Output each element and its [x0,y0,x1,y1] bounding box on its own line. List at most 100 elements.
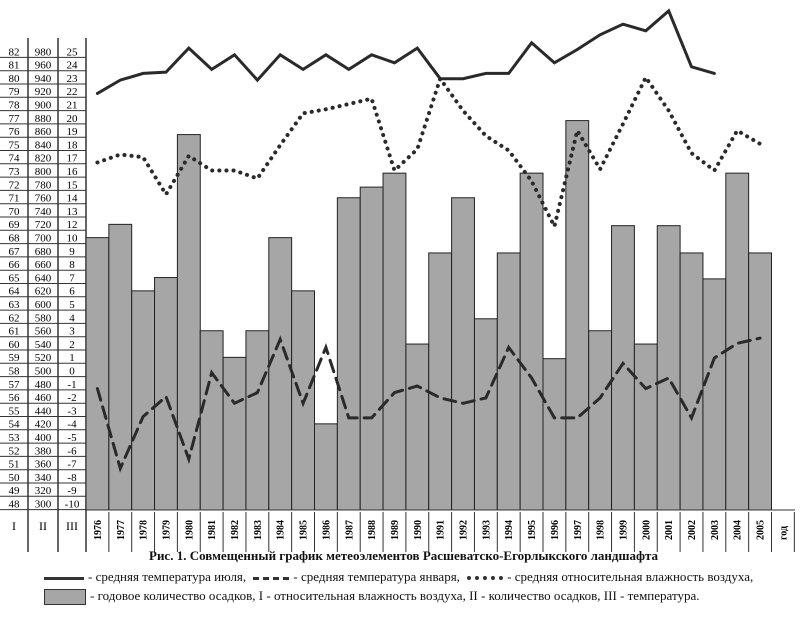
precip-bar-1989 [382,172,407,511]
axis-I-tick-label: 62 [9,312,20,324]
precip-bar-1992 [451,197,475,511]
axis-III-tick-label: -5 [67,432,77,444]
legend-bar-swatch [44,589,86,606]
axis-III-tick-label: 6 [69,286,75,298]
axis-II-tick-label: 980 [35,46,52,58]
axis-II-tick-label: 660 [35,259,52,271]
precip-bar-1980 [176,134,201,511]
axis-I-tick-label: 61 [9,326,20,338]
x-tick-label: 1979 [161,520,172,540]
x-tick-label: 1996 [550,520,561,540]
axis-I-tick-label: 81 [9,60,20,72]
x-tick-label: 1983 [253,520,264,540]
legend: - средняя температура июля, - средняя те… [40,567,800,606]
precip-bar-2002 [679,252,704,511]
precip-bar-1979 [154,277,178,511]
axis-I-tick-label: 55 [9,405,21,417]
axis-I-tick-label: 57 [9,379,21,391]
precip-bar-1988 [359,186,384,511]
axis-III-tick-label: 3 [69,326,75,338]
axis-II-tick-label: 960 [35,60,52,72]
axis-II-tick-label: 340 [35,472,52,484]
x-tick-label: 1986 [321,520,332,540]
axis-III-tick-label: 12 [67,219,78,231]
axis-III-tick-label: -6 [67,445,77,457]
axis-III-tick-label: 21 [67,100,78,112]
axis-I-tick-label: 49 [9,485,21,497]
axis-II-tick-label: 920 [35,86,52,98]
precip-bar-2001 [656,225,681,511]
precip-bar-1997 [565,120,590,511]
axis-III-tick-label: -8 [67,472,77,484]
axis-II-tick-label: 420 [35,419,52,431]
x-tick-label: 2001 [664,520,675,540]
precip-bar-1978 [131,290,156,511]
axis-III-tick-label: 15 [67,179,79,191]
x-tick-label: 1981 [207,520,218,540]
precip-bar-1987 [336,197,361,511]
x-tick-label: 1992 [459,520,470,540]
axis-I-tick-label: 72 [9,179,20,191]
axis-I-tick-label: 54 [9,419,21,431]
axis-I-tick-label: 51 [9,459,20,471]
axis-I-tick-label: 65 [9,272,21,284]
axis-III-tick-label: 19 [67,126,79,138]
x-tick-label: 1994 [504,520,515,540]
legend-solid-line-swatch [44,576,84,580]
x-tick-label: 1976 [93,520,104,540]
humidity-line [95,73,763,233]
precip-bar-1999 [611,225,635,511]
precip-bar-1994 [496,252,521,511]
precip-bar-2003 [702,278,727,511]
precip-bar-1986 [314,423,338,511]
x-tick-label: 1997 [573,520,584,540]
axis-I-tick-label: 70 [9,206,21,218]
precip-bar-1976 [85,237,110,511]
axis-II-tick-label: 800 [35,166,52,178]
axis-I-tick-label: 58 [9,366,21,378]
axis-II-tick-label: 900 [35,100,52,112]
precip-bar-1982 [222,356,247,511]
axis-I-tick-label: 63 [9,299,21,311]
axis-III-tick-label: 24 [67,60,79,72]
axis-II-tick-label: 440 [35,405,52,417]
axis-III-tick-label: 1 [69,352,75,364]
axis-I-tick-label: 78 [9,100,21,112]
axis-I-tick-label: 56 [9,392,21,404]
axis-II-tick-label: 580 [35,312,52,324]
axis-II-tick-label: 300 [35,499,52,511]
axis-III-tick-label: 17 [67,153,79,165]
axis-II-tick-label: 320 [35,485,52,497]
x-tick-label: 1987 [344,520,355,540]
axis-II-tick-label: 380 [35,445,52,457]
axis-III-tick-label: -10 [65,499,80,511]
precip-bar-1981 [199,330,224,511]
axis-I-tick-label: 76 [9,126,21,138]
precip-bar-1983 [245,330,270,511]
axis-III-tick-label: -3 [67,405,77,417]
axis-II-tick-label: 600 [35,299,52,311]
axis-II-tick-label: 360 [35,459,52,471]
x-tick-label: 1984 [276,520,287,540]
x-tick-label: 2005 [756,520,767,540]
axis-III-title: III [66,519,78,533]
axis-I-tick-label: 75 [9,139,21,151]
axis-III-tick-label: 0 [69,366,75,378]
axis-II-tick-label: 500 [35,366,52,378]
x-tick-label: год [778,526,789,540]
legend-humidity: - средняя относительная влажность воздух… [507,569,754,584]
axis-III-tick-label: 4 [69,312,75,324]
x-tick-label: 1999 [618,520,629,540]
axis-III-tick-label: 8 [69,259,75,271]
axis-III-tick-label: 22 [67,86,78,98]
axis-II-tick-label: 780 [35,179,52,191]
axis-II-tick-label: 400 [35,432,52,444]
precip-bar-2000 [633,343,658,511]
x-tick-label: 1985 [299,520,310,540]
axis-I-tick-label: 71 [9,193,20,205]
axis-I-tick-label: 82 [9,46,20,58]
axis-I-tick-label: 48 [9,499,21,511]
axis-II-tick-label: 560 [35,326,52,338]
axis-I-tick-label: 80 [9,73,21,85]
